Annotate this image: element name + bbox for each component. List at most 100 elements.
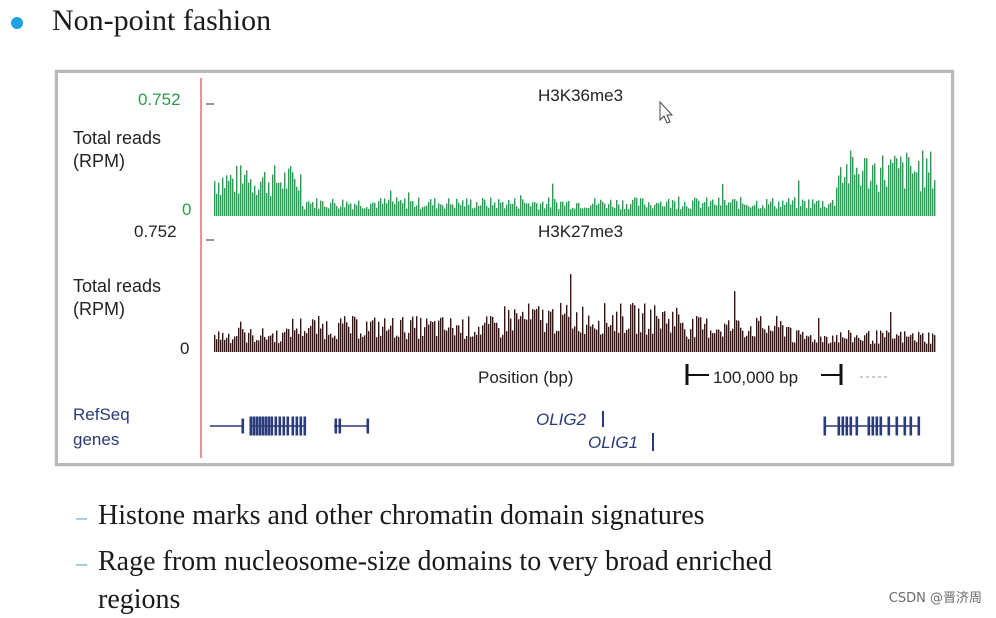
signal-bar <box>320 200 322 216</box>
signal-bar <box>498 328 500 352</box>
signal-bar <box>828 204 830 216</box>
signal-bar <box>570 274 572 352</box>
gene-exon <box>249 416 253 436</box>
gene-exon <box>267 416 271 436</box>
signal-bar <box>586 324 588 352</box>
signal-bar <box>896 334 898 352</box>
signal-bar <box>662 206 664 216</box>
signal-bar <box>420 317 422 352</box>
signal-bar <box>840 332 842 352</box>
signal-bar <box>300 174 302 216</box>
signal-bar <box>686 206 688 216</box>
signal-bar <box>532 309 534 352</box>
signal-bar <box>860 185 862 216</box>
signal-bar <box>426 205 428 216</box>
signal-bar <box>920 334 922 352</box>
signal-bar <box>684 329 686 352</box>
signal-bar <box>500 202 502 216</box>
gene-exon <box>871 416 875 436</box>
signal-bar <box>214 181 216 216</box>
signal-bar <box>712 333 714 352</box>
signal-bar <box>422 207 424 216</box>
signal-bar <box>676 307 678 352</box>
signal-bar <box>826 336 828 352</box>
signal-bar <box>880 167 882 216</box>
signal-bar <box>426 318 428 352</box>
signal-bar <box>226 175 228 216</box>
signal-bar <box>238 327 240 352</box>
gene-exon <box>274 416 278 436</box>
signal-bar <box>888 332 890 352</box>
signal-bar <box>818 200 820 216</box>
signal-bar <box>266 193 268 216</box>
signal-bar <box>234 191 236 216</box>
signal-bar <box>674 201 676 216</box>
signal-bar <box>338 322 340 352</box>
gene-exon <box>264 416 268 436</box>
signal-bar <box>720 331 722 352</box>
signal-bar <box>318 209 320 216</box>
signal-bar <box>286 328 288 352</box>
scale-bar <box>685 364 888 385</box>
signal-bar <box>742 330 744 352</box>
signal-bar <box>358 338 360 352</box>
signal-bar <box>350 333 352 352</box>
signal-bar <box>600 334 602 352</box>
signal-bar <box>596 329 598 352</box>
signal-bar <box>340 318 342 352</box>
signal-bar <box>834 205 836 216</box>
signal-bar <box>604 203 606 216</box>
signal-bar <box>606 322 608 352</box>
sub-bullet-2-cont-text: regions <box>98 584 181 615</box>
signal-bar <box>264 336 266 352</box>
signal-bar <box>332 337 334 352</box>
track1-ylabel-2: (RPM) <box>73 151 125 171</box>
signal-bar <box>290 166 292 216</box>
signal-bar <box>276 330 278 352</box>
signal-bar <box>398 336 400 352</box>
signal-bar <box>450 318 452 352</box>
signal-bar <box>538 209 540 216</box>
signal-bar <box>750 326 752 352</box>
signal-bar <box>734 291 736 352</box>
signal-bar <box>926 158 928 216</box>
signal-bar <box>576 312 578 352</box>
signal-bar <box>406 339 408 352</box>
track2-ylabel-1: Total reads <box>73 276 161 296</box>
signal-bar <box>492 316 494 352</box>
gene-exon <box>841 416 845 436</box>
signal-bar <box>854 337 856 352</box>
signal-bar <box>490 316 492 352</box>
signal-bar <box>398 201 400 216</box>
signal-bar <box>880 330 882 352</box>
signal-bar <box>656 315 658 352</box>
signal-bar <box>754 336 756 352</box>
signal-bar <box>714 333 716 352</box>
signal-bar <box>932 333 934 352</box>
signal-bar <box>274 165 276 216</box>
signal-bar <box>850 332 852 352</box>
signal-bar <box>486 205 488 216</box>
signal-bar <box>532 202 534 216</box>
signal-bar <box>590 205 592 216</box>
signal-bar <box>704 202 706 216</box>
signal-bar <box>502 334 504 352</box>
signal-bar <box>768 204 770 216</box>
signal-bar <box>578 202 580 216</box>
signal-bar <box>600 199 602 216</box>
signal-bar <box>820 336 822 352</box>
signal-bar <box>856 167 858 216</box>
signal-bar <box>796 208 798 216</box>
signal-bar <box>858 337 860 352</box>
signal-bar <box>732 199 734 216</box>
signal-bar <box>868 188 870 216</box>
signal-bar <box>724 323 726 352</box>
track1-ymax: 0.752 <box>138 90 181 109</box>
signal-bar <box>780 321 782 352</box>
signal-bar <box>342 323 344 352</box>
signal-bar <box>416 316 418 352</box>
signal-bar <box>866 333 868 352</box>
signal-bar <box>536 308 538 352</box>
signal-bar <box>528 303 530 352</box>
signal-bar <box>844 177 846 216</box>
